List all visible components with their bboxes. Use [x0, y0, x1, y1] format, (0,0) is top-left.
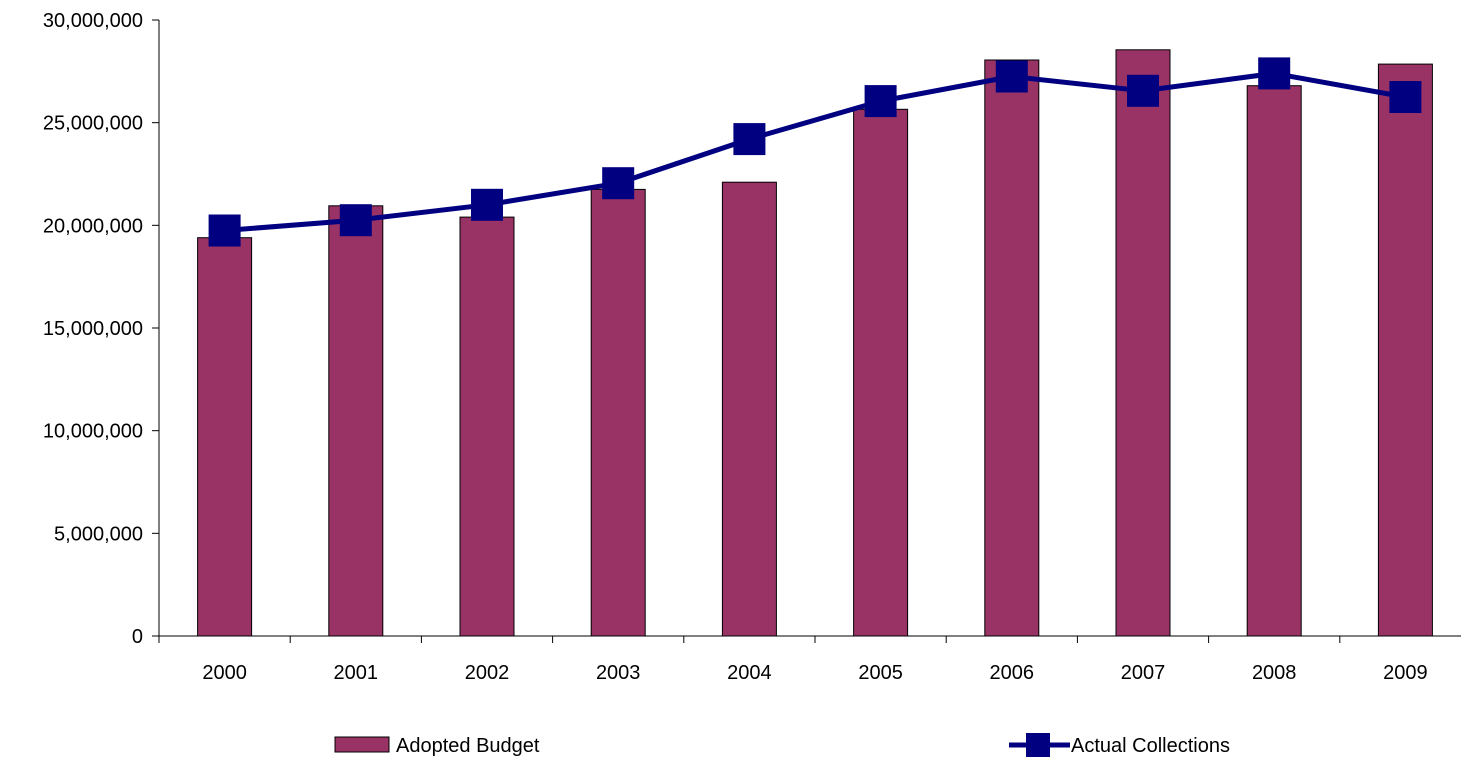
x-tick-label: 2004 [727, 662, 772, 684]
bar-2008 [1246, 85, 1302, 637]
marker-2000 [208, 214, 241, 247]
x-tick-label: 2007 [1121, 662, 1166, 684]
x-tick-label: 2000 [202, 662, 247, 684]
marker-2002 [471, 188, 503, 221]
bar-2009 [1377, 63, 1433, 637]
y-tick-label: 0 [132, 626, 143, 648]
marker-2006 [995, 60, 1028, 93]
bar-2004 [721, 181, 777, 637]
y-tick-label: 15,000,000 [43, 318, 143, 340]
bar-2001 [328, 205, 384, 637]
x-tick-label: 2005 [858, 662, 903, 684]
bar-2006 [984, 59, 1040, 637]
x-tick-label: 2009 [1383, 662, 1428, 684]
x-tick-label: 2001 [334, 662, 379, 684]
x-tick-label: 2008 [1252, 662, 1297, 684]
bar-2007 [1115, 49, 1171, 637]
y-tick-label: 10,000,000 [43, 421, 143, 443]
legend-swatch-marker [1026, 733, 1050, 757]
legend-item-actual-collections: Actual Collections [1009, 733, 1230, 757]
x-tick-label: 2002 [465, 662, 510, 684]
actual-collections-line [224, 70, 1406, 233]
legend-item-adopted-budget: Adopted Budget [334, 735, 540, 757]
bar-2003 [590, 188, 646, 637]
marker-2005 [864, 85, 897, 118]
marker-2008 [1258, 57, 1291, 90]
y-tick-label: 5,000,000 [54, 523, 143, 545]
axes-layer: 0 5,000,000 10,000,000 15,000,000 20,000,000… [43, 10, 1461, 684]
bars-layer [197, 49, 1433, 637]
y-tick-label: 20,000,000 [43, 215, 143, 237]
y-tick-label: 30,000,000 [43, 10, 143, 32]
bar-2000 [197, 237, 253, 637]
x-tick-label: 2003 [596, 662, 641, 684]
marker-2004 [733, 123, 766, 156]
y-tick-label: 25,000,000 [43, 113, 143, 135]
marker-2003 [602, 167, 635, 200]
legend-swatch-bar [334, 736, 390, 753]
marker-2001 [339, 204, 372, 237]
bar-2005 [853, 108, 909, 637]
legend-label-actual-collections: Actual Collections [1071, 735, 1230, 757]
legend: Adopted Budget Actual Collections [334, 733, 1230, 757]
line-layer [208, 57, 1422, 247]
marker-2009 [1389, 81, 1422, 113]
legend-label-adopted-budget: Adopted Budget [396, 735, 540, 757]
bar-2002 [459, 216, 515, 637]
x-tick-label: 2006 [990, 662, 1035, 684]
marker-2007 [1127, 74, 1159, 107]
